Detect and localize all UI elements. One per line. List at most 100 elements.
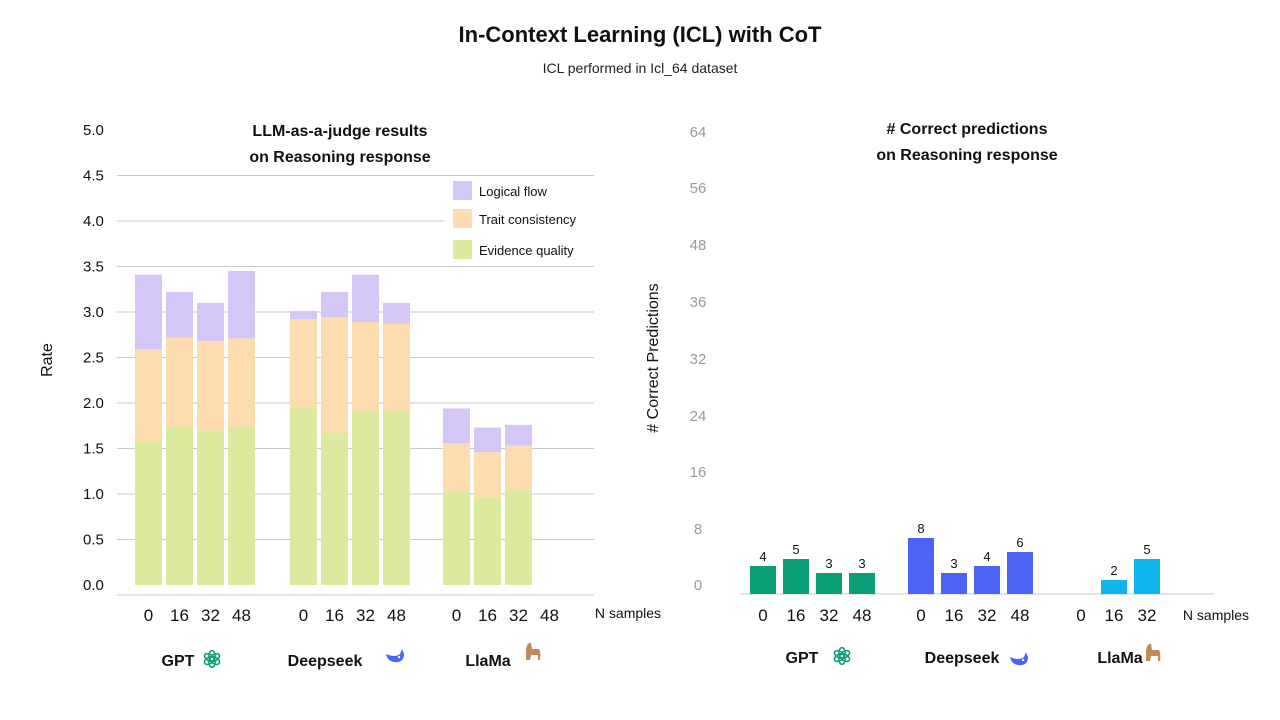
y-tick-label: 1.5 bbox=[83, 441, 104, 458]
bar-logical-flow bbox=[166, 291, 193, 338]
y-tick-label: 24 bbox=[690, 408, 707, 425]
bar-llama bbox=[1101, 580, 1127, 594]
data-label: 3 bbox=[858, 556, 865, 571]
x-tick-label: 0 bbox=[144, 606, 153, 625]
bar-evidence-quality bbox=[505, 489, 532, 585]
data-label: 3 bbox=[825, 556, 832, 571]
legend-label: Logical flow bbox=[479, 184, 548, 199]
group-label: GPT bbox=[162, 653, 195, 670]
y-tick-label: 48 bbox=[690, 237, 707, 254]
data-label: 6 bbox=[1016, 535, 1023, 550]
legend-label: Trait consistency bbox=[479, 212, 577, 227]
legend-label: Evidence quality bbox=[479, 243, 574, 258]
x-tick-label: 32 bbox=[820, 606, 839, 625]
legend-swatch bbox=[453, 209, 472, 228]
bar-trait-consistency bbox=[166, 337, 193, 428]
y-tick-label: 56 bbox=[690, 180, 707, 197]
bar-deepseek bbox=[974, 566, 1000, 594]
bar-deepseek bbox=[941, 573, 967, 594]
x-axis-label: N samples bbox=[1183, 607, 1249, 623]
x-tick-label: 0 bbox=[1076, 606, 1085, 625]
bar-logical-flow bbox=[443, 408, 470, 444]
openai-logo-icon bbox=[833, 646, 851, 666]
y-tick-label: 3.0 bbox=[83, 304, 104, 321]
bar-logical-flow bbox=[135, 274, 162, 350]
x-tick-label: 16 bbox=[945, 606, 964, 625]
y-tick-label: 5.0 bbox=[83, 122, 104, 139]
chart-title: on Reasoning response bbox=[249, 149, 430, 166]
data-label: 3 bbox=[950, 556, 957, 571]
y-tick-label: 32 bbox=[690, 351, 707, 368]
bar-gpt bbox=[849, 573, 875, 594]
x-axis-label: N samples bbox=[595, 605, 661, 621]
bar-evidence-quality bbox=[290, 407, 317, 585]
x-tick-label: 32 bbox=[978, 606, 997, 625]
y-tick-label: 4.0 bbox=[83, 213, 104, 230]
x-tick-label: 0 bbox=[916, 606, 925, 625]
bar-deepseek bbox=[908, 538, 934, 594]
bar-evidence-quality bbox=[135, 441, 162, 585]
y-tick-label: 8 bbox=[694, 521, 702, 538]
bar-trait-consistency bbox=[383, 323, 410, 412]
deepseek-whale-icon bbox=[386, 649, 404, 663]
bar-evidence-quality bbox=[443, 491, 470, 585]
x-tick-label: 48 bbox=[853, 606, 872, 625]
bar-logical-flow bbox=[474, 427, 501, 453]
x-tick-label: 16 bbox=[170, 606, 189, 625]
bar-logical-flow bbox=[228, 271, 255, 339]
group-label: LlaMa bbox=[1097, 650, 1142, 667]
x-tick-label: 16 bbox=[1105, 606, 1124, 625]
y-tick-label: 2.5 bbox=[83, 350, 104, 367]
y-axis-label: # Correct Predictions bbox=[645, 283, 662, 432]
y-tick-label: 1.0 bbox=[83, 486, 104, 503]
bar-trait-consistency bbox=[135, 349, 162, 442]
x-tick-label: 32 bbox=[509, 606, 528, 625]
x-tick-label: 16 bbox=[325, 606, 344, 625]
bar-gpt bbox=[750, 566, 776, 594]
bar-trait-consistency bbox=[321, 317, 348, 434]
chart-main-subtitle: ICL performed in Icl_64 dataset bbox=[542, 60, 738, 76]
data-label: 4 bbox=[983, 549, 990, 564]
bar-gpt bbox=[816, 573, 842, 594]
bar-logical-flow bbox=[505, 424, 532, 446]
whale-eye-icon bbox=[1021, 658, 1025, 662]
y-tick-label: 3.5 bbox=[83, 259, 104, 276]
group-label: LlaMa bbox=[465, 653, 510, 670]
x-tick-label: 48 bbox=[232, 606, 251, 625]
bar-llama bbox=[1134, 559, 1160, 594]
group-label: Deepseek bbox=[288, 653, 363, 670]
chart-title: LLM-as-a-judge results bbox=[252, 123, 427, 140]
bar-evidence-quality bbox=[474, 497, 501, 585]
y-tick-label: 16 bbox=[690, 464, 707, 481]
group-label: GPT bbox=[786, 650, 819, 667]
data-label: 8 bbox=[917, 521, 924, 536]
x-tick-label: 32 bbox=[201, 606, 220, 625]
bar-trait-consistency bbox=[290, 319, 317, 408]
bar-trait-consistency bbox=[474, 452, 501, 498]
bar-trait-consistency bbox=[352, 322, 379, 412]
data-label: 4 bbox=[759, 549, 766, 564]
bar-logical-flow bbox=[383, 302, 410, 324]
y-tick-label: 36 bbox=[690, 294, 707, 311]
data-label: 5 bbox=[1143, 542, 1150, 557]
bar-gpt bbox=[783, 559, 809, 594]
y-tick-label: 0.5 bbox=[83, 532, 104, 549]
bar-evidence-quality bbox=[383, 411, 410, 585]
bar-trait-consistency bbox=[443, 443, 470, 492]
x-tick-label: 0 bbox=[452, 606, 461, 625]
x-tick-label: 0 bbox=[758, 606, 767, 625]
deepseek-whale-icon bbox=[1010, 652, 1028, 666]
group-label: Deepseek bbox=[925, 650, 1000, 667]
bar-logical-flow bbox=[321, 291, 348, 318]
whale-eye-icon bbox=[397, 655, 401, 659]
bar-evidence-quality bbox=[352, 411, 379, 585]
llama-icon bbox=[1146, 643, 1161, 661]
bar-logical-flow bbox=[352, 274, 379, 323]
bar-trait-consistency bbox=[197, 341, 224, 431]
x-tick-label: 48 bbox=[1011, 606, 1030, 625]
x-tick-label: 48 bbox=[540, 606, 559, 625]
openai-logo-icon bbox=[203, 649, 221, 669]
bar-evidence-quality bbox=[228, 427, 255, 585]
llama-icon bbox=[526, 642, 541, 660]
